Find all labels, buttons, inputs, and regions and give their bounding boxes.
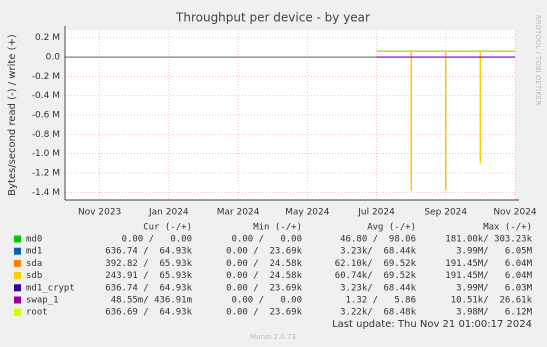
legend-value: 10.51k/ 26.61k	[451, 296, 533, 306]
legend-value: 0.00 / 24.58k	[226, 259, 302, 269]
y-tick-label: 0.0	[46, 53, 61, 63]
legend-value: 636.74 / 64.93k	[105, 247, 192, 257]
legend-value: 62.10k/ 69.52k	[335, 259, 417, 269]
x-tick-label: Nov 2023	[78, 208, 121, 218]
legend-value: 3.99M/ 6.05M	[456, 247, 532, 257]
y-tick-label: -0.2 M	[32, 72, 60, 82]
y-tick-label: -0.4 M	[32, 91, 60, 101]
legend-value: 191.45M/ 6.04M	[445, 259, 532, 269]
y-tick-label: 0.2 M	[35, 33, 60, 43]
legend-header: Min (-/+)	[253, 223, 302, 233]
legend-swatch	[14, 284, 21, 292]
legend-value: 48.55m/ 436.91m	[111, 296, 192, 306]
legend-value: 3.99M/ 6.03M	[456, 283, 532, 293]
legend-label: sdb	[26, 271, 42, 281]
legend-label: swap_1	[26, 296, 59, 306]
x-tick-label: Jan 2024	[148, 208, 189, 218]
legend-value: 46.80 / 98.06	[340, 235, 416, 245]
legend-value: 636.69 / 64.93k	[105, 308, 192, 318]
x-tick-label: Sep 2024	[424, 208, 467, 218]
x-tick-label: Nov 2024	[493, 208, 537, 218]
legend-value: 3.22k/ 68.48k	[340, 308, 416, 318]
legend-header: Avg (-/+)	[367, 223, 416, 233]
legend-label: md0	[26, 235, 42, 245]
watermark: RRDTOOL / TOBI OETIKER	[534, 15, 542, 105]
legend-value: 60.74k/ 69.52k	[335, 271, 417, 281]
legend-label: md1_crypt	[26, 283, 75, 293]
legend-header: Max (-/+)	[483, 223, 532, 233]
legend-value: 0.00 / 24.58k	[226, 271, 302, 281]
legend-swatch	[14, 308, 21, 316]
legend-value: 0.00 / 0.00	[122, 235, 192, 245]
legend-value: 181.00k/ 303.23k	[445, 235, 532, 245]
legend-value: 0.00 / 0.00	[232, 235, 302, 245]
legend-label: root	[26, 308, 48, 318]
legend-value: 3.23k/ 68.44k	[340, 247, 416, 257]
legend-swatch	[14, 296, 21, 304]
legend-value: 191.45M/ 6.04M	[445, 271, 532, 281]
legend-value: 636.74 / 64.93k	[105, 283, 192, 293]
legend-label: sda	[26, 259, 42, 269]
y-tick-label: -1.4 M	[32, 188, 60, 198]
legend-value: 3.23k/ 68.44k	[340, 283, 416, 293]
y-tick-label: -0.6 M	[32, 111, 60, 121]
legend-value: 3.98M/ 6.12M	[456, 308, 532, 318]
x-tick-label: May 2024	[285, 208, 330, 218]
last-update: Last update: Thu Nov 21 01:00:17 2024	[332, 319, 532, 330]
y-axis-label: Bytes/second read (-) / write (+)	[7, 34, 18, 196]
y-tick-label: -0.8 M	[32, 130, 60, 140]
legend-value: 0.00 / 23.69k	[226, 308, 302, 318]
legend-swatch	[14, 247, 21, 255]
x-tick-label: Mar 2024	[217, 208, 260, 218]
legend-header: Cur (-/+)	[143, 223, 192, 233]
chart-title: Throughput per device - by year	[175, 11, 370, 25]
legend-value: 392.82 / 65.93k	[105, 259, 192, 269]
footer: Munin 2.0.73	[250, 333, 296, 341]
legend-value: 243.91 / 65.93k	[105, 271, 192, 281]
y-tick-label: -1.0 M	[32, 149, 60, 159]
legend-value: 0.00 / 23.69k	[226, 283, 302, 293]
legend-swatch	[14, 272, 21, 280]
legend-value: 1.32 / 5.86	[346, 296, 416, 306]
legend-label: md1	[26, 247, 42, 257]
series-line	[376, 50, 515, 191]
legend-value: 0.00 / 0.00	[232, 296, 302, 306]
legend-value: 0.00 / 23.69k	[226, 247, 302, 257]
y-tick-label: -1.2 M	[32, 168, 60, 178]
legend-swatch	[14, 235, 21, 243]
x-tick-label: Jul 2024	[357, 208, 395, 218]
legend-swatch	[14, 259, 21, 267]
